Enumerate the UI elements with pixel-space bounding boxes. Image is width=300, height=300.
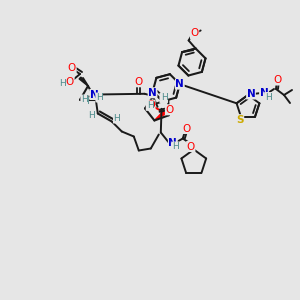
Text: H: H [88,111,95,120]
Text: O: O [146,100,155,110]
Text: H: H [81,95,88,104]
Text: O: O [190,28,199,38]
Text: N: N [176,79,184,89]
Text: H: H [113,114,120,123]
Polygon shape [154,111,166,121]
Text: H: H [172,142,179,151]
Text: S: S [236,115,244,125]
Text: H: H [58,79,65,88]
Text: O: O [134,77,143,87]
Text: H: H [161,94,168,103]
Text: H: H [96,93,103,102]
Text: H: H [147,101,153,110]
Text: O: O [274,75,282,85]
Text: H: H [82,97,88,106]
Text: N: N [168,137,177,148]
Polygon shape [79,77,88,86]
Text: O: O [183,124,191,134]
Text: N: N [260,88,268,98]
Text: N: N [148,88,157,98]
Text: O: O [68,63,76,73]
Text: O: O [165,105,174,115]
Text: H: H [265,92,272,101]
Text: O: O [187,142,195,152]
Text: N: N [247,89,255,99]
Text: O: O [66,77,74,87]
Text: N: N [90,89,99,100]
Text: H: H [160,94,166,103]
